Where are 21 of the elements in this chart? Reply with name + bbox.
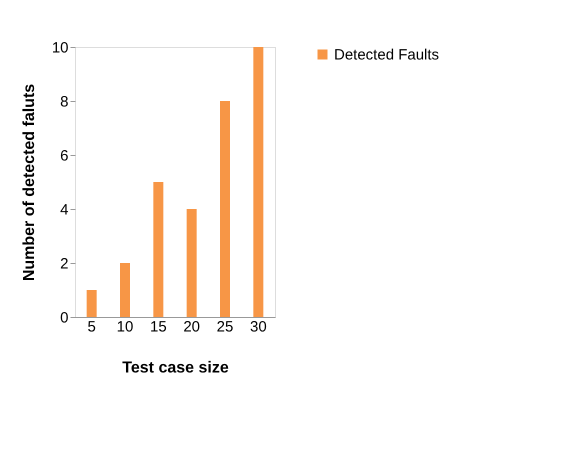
x-axis-title: Test case size xyxy=(122,360,229,376)
x-tick-label: 30 xyxy=(250,318,267,336)
y-tick-label: 2 xyxy=(60,256,68,272)
x-tick-label: 5 xyxy=(87,318,96,336)
y-tick-label: 0 xyxy=(60,310,68,326)
bar xyxy=(186,209,197,317)
x-tick-label: 20 xyxy=(183,318,200,336)
bar xyxy=(120,263,130,317)
legend-label: Detected Faults xyxy=(334,46,440,64)
x-tick-label: 25 xyxy=(216,318,234,336)
y-tick-label: 10 xyxy=(52,40,68,56)
x-tick-label: 10 xyxy=(116,318,134,336)
y-tick-label: 6 xyxy=(60,148,68,164)
bar xyxy=(253,47,264,317)
y-tick-label: 4 xyxy=(60,202,68,218)
x-tick-label: 15 xyxy=(150,318,167,336)
bar xyxy=(86,290,97,317)
bar xyxy=(153,182,164,317)
bar xyxy=(220,101,230,317)
y-axis-title: Number of detected faluts xyxy=(20,84,38,282)
y-tick-label: 8 xyxy=(60,94,68,110)
